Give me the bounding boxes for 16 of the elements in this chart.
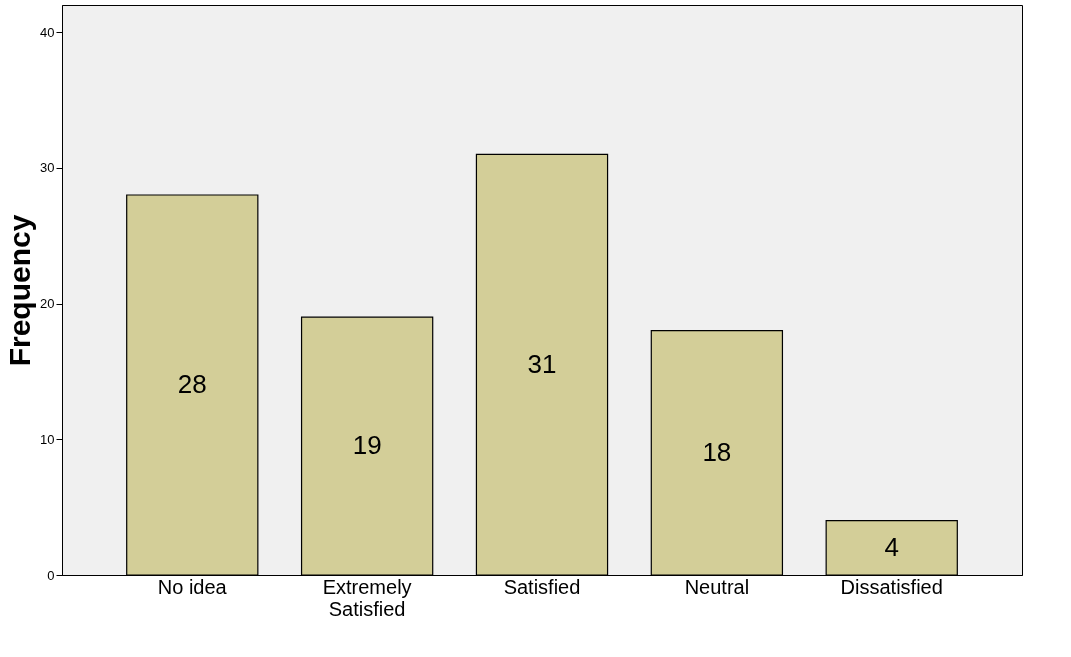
data-label: 28 bbox=[177, 369, 207, 399]
x-tick-label: Extremely Satisfied bbox=[322, 575, 412, 620]
x-tick-label: No idea bbox=[157, 575, 228, 598]
y-tick-label: 0 bbox=[47, 567, 55, 583]
y-tick-label: 30 bbox=[40, 160, 55, 176]
x-tick-label: Satisfied bbox=[503, 575, 581, 598]
y-axis-title: Frequency bbox=[3, 214, 37, 367]
x-tick-label: Neutral bbox=[684, 575, 750, 598]
y-tick-label: 40 bbox=[40, 24, 55, 40]
data-label: 18 bbox=[702, 436, 732, 467]
data-label: 19 bbox=[352, 430, 382, 461]
y-tick-label: 20 bbox=[40, 296, 55, 312]
data-label: 31 bbox=[527, 348, 557, 379]
x-tick-label: Dissatisfied bbox=[840, 575, 943, 598]
y-tick-label: 10 bbox=[40, 431, 55, 447]
data-label: 4 bbox=[884, 531, 899, 562]
